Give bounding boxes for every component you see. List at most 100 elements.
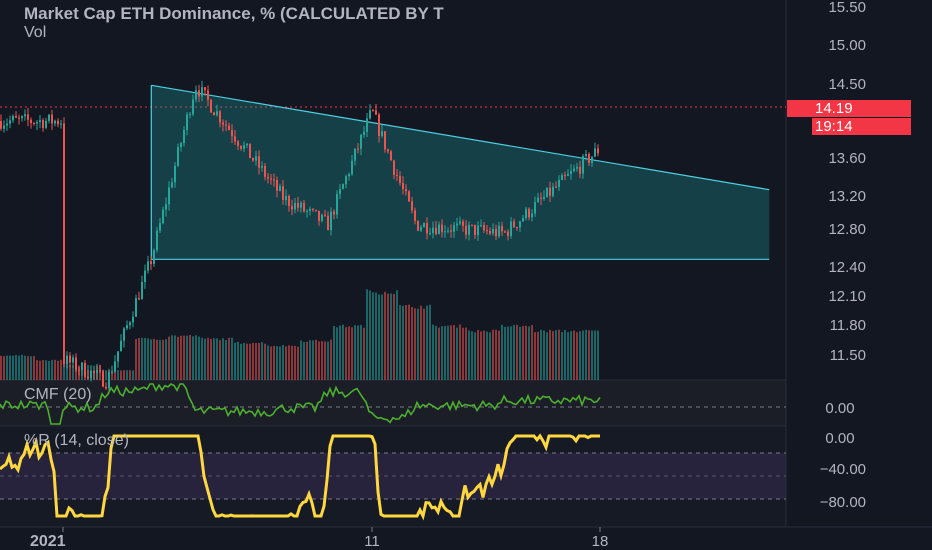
candle-body bbox=[468, 224, 470, 235]
candle-body bbox=[228, 125, 230, 130]
chart-title[interactable]: Market Cap ETH Dominance, % (CALCULATED … bbox=[24, 4, 444, 23]
candle-body bbox=[483, 225, 485, 231]
candle-body bbox=[108, 372, 110, 389]
price-axis-tick: 15.00 bbox=[828, 37, 866, 54]
candle-body bbox=[252, 158, 254, 161]
cmf-legend[interactable]: CMF (20) bbox=[24, 386, 92, 403]
volume-bar bbox=[462, 327, 464, 380]
volume-bar bbox=[171, 335, 173, 380]
volume-bar bbox=[6, 355, 8, 380]
volume-bar bbox=[387, 293, 389, 380]
candle-body bbox=[594, 148, 596, 157]
wr-axis-tick: −40.00 bbox=[820, 461, 866, 478]
price-axis-tick: 12.40 bbox=[828, 259, 866, 276]
volume-bar bbox=[165, 339, 167, 380]
candle-body bbox=[417, 220, 419, 231]
volume-bar bbox=[399, 305, 401, 380]
candle-body bbox=[165, 204, 167, 210]
volume-bar bbox=[183, 335, 185, 380]
volume-bar bbox=[321, 341, 323, 380]
candle-body bbox=[162, 209, 164, 224]
volume-bar bbox=[597, 330, 599, 380]
candle-body bbox=[87, 376, 89, 379]
candle-body bbox=[465, 225, 467, 235]
volume-bar bbox=[540, 329, 542, 380]
candle-body bbox=[144, 270, 146, 282]
volume-bar bbox=[27, 356, 29, 380]
candle-body bbox=[507, 231, 509, 237]
candle-body bbox=[66, 355, 68, 365]
candle-body bbox=[330, 211, 332, 231]
volume-bar bbox=[516, 324, 518, 380]
candle-body bbox=[231, 129, 233, 137]
candle-body bbox=[579, 166, 581, 174]
volume-bar bbox=[567, 332, 569, 380]
candle-body bbox=[366, 118, 368, 132]
volume-bar bbox=[258, 342, 260, 380]
volume-bar bbox=[303, 341, 305, 380]
volume-bar bbox=[261, 342, 263, 380]
volume-bar bbox=[192, 336, 194, 380]
volume-bar bbox=[225, 340, 227, 380]
volume-bar bbox=[372, 292, 374, 380]
candle-body bbox=[432, 227, 434, 233]
wr-legend[interactable]: %R (14, close) bbox=[24, 432, 129, 449]
volume-bar bbox=[177, 336, 179, 380]
candle-body bbox=[153, 250, 155, 265]
volume-bar bbox=[561, 332, 563, 380]
volume-bar bbox=[480, 331, 482, 380]
volume-bar bbox=[429, 304, 431, 380]
volume-bar bbox=[300, 340, 302, 380]
candle-body bbox=[129, 322, 131, 326]
candle-body bbox=[147, 261, 149, 271]
cmf-line bbox=[0, 383, 601, 425]
candle-body bbox=[48, 114, 50, 121]
candle-body bbox=[45, 120, 47, 128]
volume-bar bbox=[252, 343, 254, 380]
time-axis-tick: 18 bbox=[592, 533, 609, 550]
volume-bar bbox=[585, 329, 587, 380]
volume-bar bbox=[417, 308, 419, 380]
candle-body bbox=[168, 187, 170, 205]
volume-label[interactable]: Vol bbox=[24, 24, 46, 41]
volume-bar bbox=[333, 326, 335, 380]
volume-bar bbox=[357, 325, 359, 380]
volume-bar bbox=[486, 331, 488, 380]
candle-body bbox=[75, 357, 77, 370]
candle-body bbox=[150, 261, 152, 265]
triangle-upper-trendline[interactable] bbox=[151, 84, 770, 191]
candle-body bbox=[396, 174, 398, 176]
candle-body bbox=[444, 231, 446, 233]
volume-bar bbox=[273, 345, 275, 380]
volume-bar bbox=[444, 326, 446, 380]
candle-body bbox=[60, 123, 62, 125]
volume-bar bbox=[456, 327, 458, 380]
volume-bar bbox=[267, 345, 269, 380]
candle-body bbox=[501, 225, 503, 232]
candle-body bbox=[240, 145, 242, 149]
candle-body bbox=[246, 143, 248, 146]
candle-body bbox=[591, 156, 593, 163]
candle-body bbox=[102, 371, 104, 387]
candle-body bbox=[18, 117, 20, 119]
candle-body bbox=[543, 196, 545, 199]
candle-body bbox=[399, 175, 401, 183]
candle-body bbox=[549, 187, 551, 196]
volume-bar bbox=[582, 330, 584, 380]
candle-body bbox=[300, 202, 302, 208]
candle-body bbox=[267, 176, 269, 179]
candle-body bbox=[378, 114, 380, 136]
volume-bar bbox=[237, 341, 239, 380]
price-tag-bg bbox=[787, 100, 911, 117]
triangle-pattern-fill[interactable] bbox=[151, 85, 770, 260]
candle-body bbox=[459, 221, 461, 224]
price-axis[interactable]: 15.50 15.00 14.50 13.60 13.20 12.80 12.40 12.10… bbox=[828, 0, 866, 364]
volume-bar bbox=[432, 324, 434, 380]
volume-bar bbox=[552, 331, 554, 380]
volume-bar bbox=[141, 337, 143, 380]
candle-body bbox=[558, 179, 560, 187]
candle-body bbox=[177, 147, 179, 166]
candle-body bbox=[12, 116, 14, 121]
candle-body bbox=[333, 211, 335, 215]
